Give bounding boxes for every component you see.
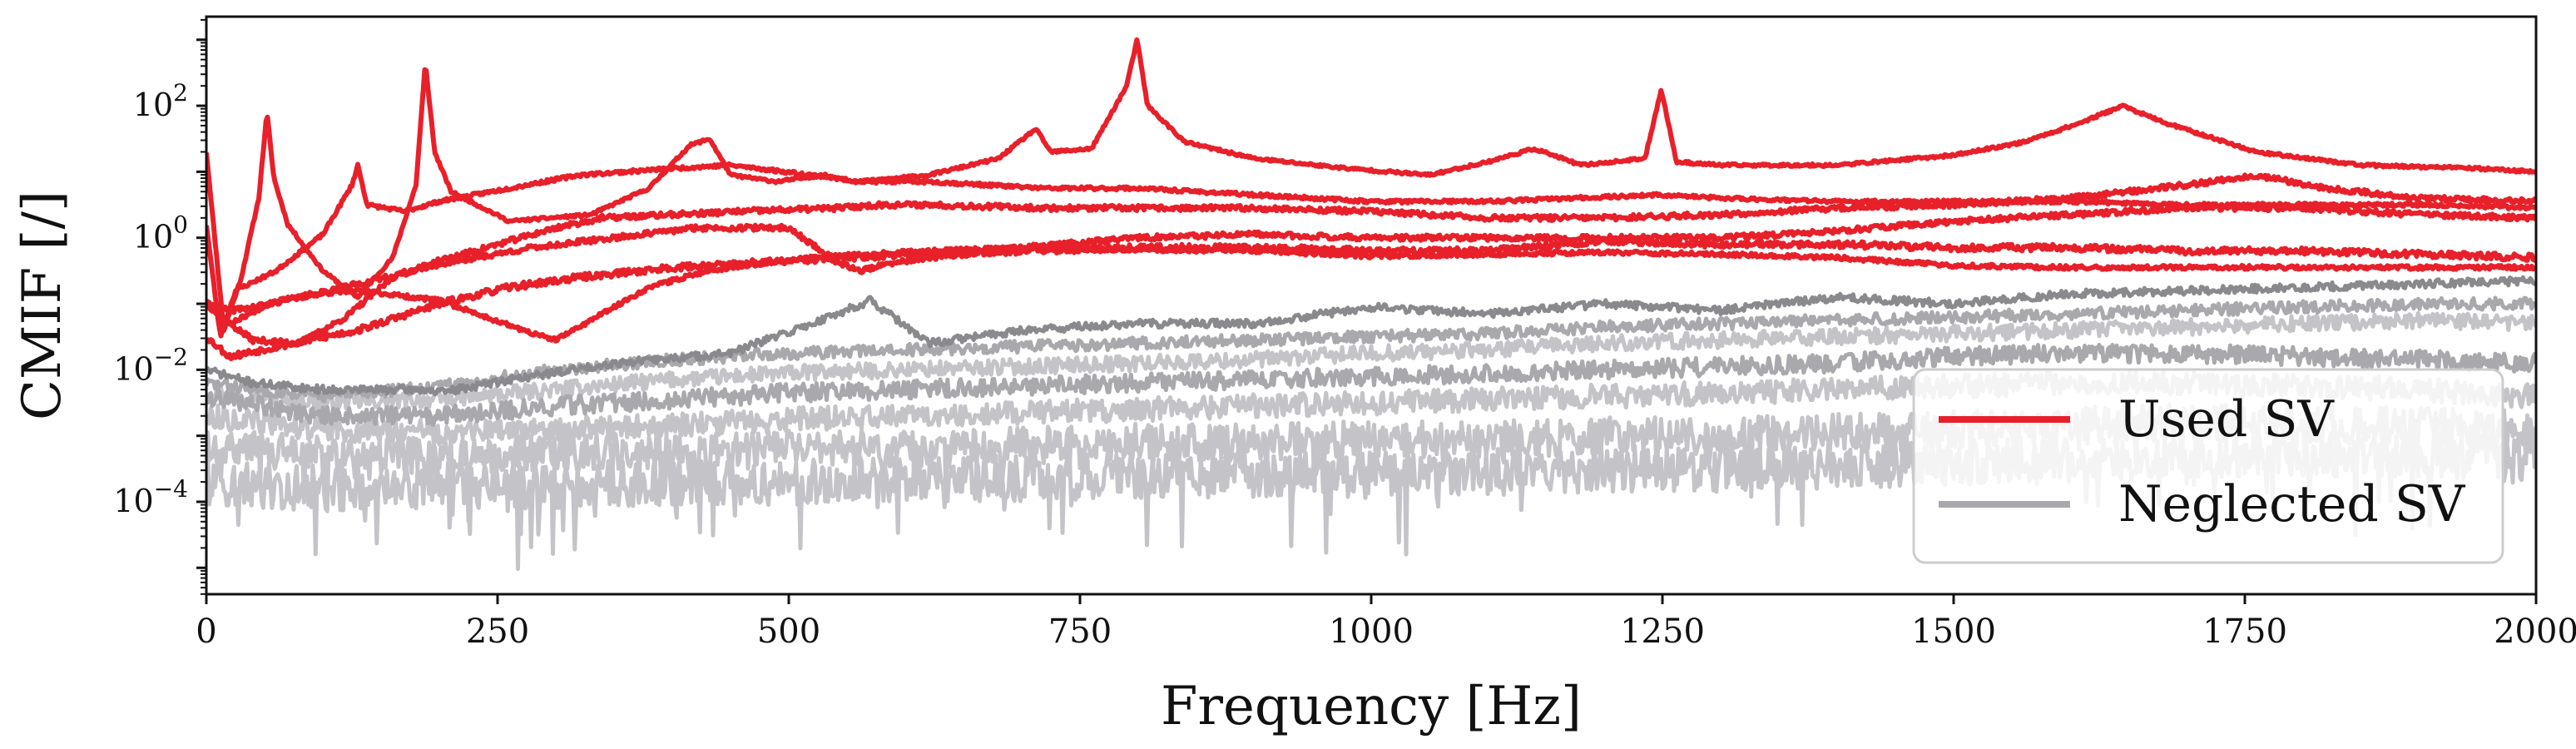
- neglected-sv-line: [206, 343, 2536, 428]
- y-axis-title: CMIF [/]: [12, 191, 73, 420]
- used-sv-line: [206, 236, 2536, 362]
- x-tick-label: 1500: [1911, 613, 1996, 651]
- used-sv-line: [206, 161, 2536, 339]
- x-axis-title: Frequency [Hz]: [1161, 676, 1582, 737]
- y-tick-label: 102: [133, 79, 188, 123]
- x-axis-ticks: 0 250 500 750 1000 1250 1500 1750 2000: [196, 594, 2576, 651]
- x-tick-label: 750: [1048, 613, 1112, 651]
- used-sv-line: [206, 243, 2536, 344]
- x-tick-label: 1750: [2202, 613, 2287, 651]
- legend: Used SV Neglected SV: [1912, 368, 2504, 564]
- y-tick-label: 10−4: [113, 475, 188, 519]
- legend-label-neglected: Neglected SV: [2118, 475, 2466, 533]
- y-axis-ticks: 102 100 10−2 10−4: [113, 18, 206, 595]
- used-sv-line: [206, 172, 2536, 348]
- x-tick-label: 1000: [1329, 613, 1414, 651]
- x-tick-label: 500: [757, 613, 820, 651]
- neglected-sv-line: [206, 310, 2536, 413]
- used-sv-line: [206, 37, 2536, 334]
- series-layer: [206, 37, 2536, 572]
- legend-label-used: Used SV: [2118, 390, 2335, 449]
- y-tick-label: 100: [133, 211, 188, 255]
- used-sv-line: [206, 202, 2536, 315]
- x-tick-label: 1250: [1620, 613, 1705, 651]
- x-tick-label: 250: [466, 613, 529, 651]
- neglected-sv-line: [206, 275, 2536, 397]
- x-tick-label: 2000: [2494, 613, 2576, 651]
- y-tick-label: 10−2: [113, 343, 188, 387]
- x-tick-label: 0: [196, 613, 216, 651]
